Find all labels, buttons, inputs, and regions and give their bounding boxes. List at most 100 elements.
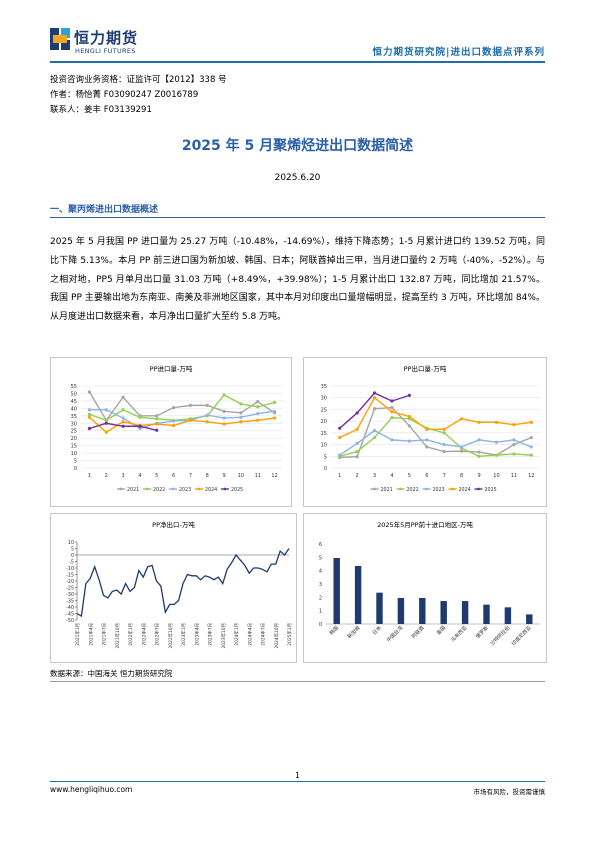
- data-point-2024: [222, 422, 226, 426]
- legend-label: 2022: [153, 487, 165, 493]
- data-source: 数据来源：中国海关 恒力期货研究院: [50, 669, 173, 678]
- legend-marker: [223, 487, 227, 491]
- license-line: 投资咨询业务资格：证监许可【2012】338 号: [50, 75, 227, 85]
- website-link[interactable]: www.hengliqihuo.com: [50, 785, 133, 794]
- section-paragraph: 2025 年 5 月我国 PP 进口量为 25.27 万吨（-10.48%，-1…: [50, 237, 545, 323]
- bar-新加坡: [354, 566, 362, 624]
- chart-pp-net-export-svg: 1050-5-10-15-20-25-30-35-40-45-502021年1月…: [66, 540, 306, 649]
- y-tick-label: 30: [321, 396, 327, 402]
- series-line-2023: [339, 429, 532, 456]
- legend-marker: [373, 487, 376, 491]
- logo-icon: [50, 28, 70, 50]
- x-tick-label: 5: [155, 473, 158, 479]
- legend-label: 2025: [231, 487, 243, 493]
- data-point-2022: [512, 452, 516, 456]
- y-tick-label: 0: [74, 466, 77, 472]
- section-heading: 一、聚丙烯进出口数据概述: [50, 205, 159, 215]
- y-tick-label: 10: [71, 451, 77, 457]
- data-point-2021: [171, 406, 176, 410]
- y-tick-label: 20: [71, 436, 77, 442]
- data-point-2021: [372, 407, 377, 411]
- x-tick-label: 沙特阿拉伯: [489, 624, 512, 647]
- data-point-2022: [222, 393, 226, 397]
- x-tick-label: 俄罗斯: [474, 624, 490, 640]
- data-point-2023: [272, 409, 277, 413]
- x-tick-label: 泰国: [435, 624, 447, 636]
- x-tick-label: 印度尼西亚: [510, 624, 533, 647]
- x-tick-label: 12: [528, 473, 534, 479]
- bar-马来西亚: [461, 601, 469, 624]
- y-tick-label: 4: [319, 569, 322, 575]
- data-point-2023: [121, 416, 125, 420]
- y-tick-label: 0: [324, 466, 327, 472]
- chart-pp-net-export: PP净出口-万吨 10 5 0 -5 -10 -15 -20 -25 -30 -35 -40 -45-…: [50, 513, 306, 663]
- data-point-2021: [390, 405, 394, 410]
- data-point-2022: [155, 417, 159, 421]
- data-point-2023: [372, 428, 377, 433]
- document-title: 2025 年 5 月聚烯烃进出口数据简述: [181, 138, 414, 154]
- data-point-2023: [338, 453, 342, 457]
- y-tick-label: 45: [71, 399, 77, 405]
- x-tick-label: 2023年1月: [180, 623, 187, 646]
- y-tick-label: -15: [66, 573, 74, 579]
- chart-title: PP进口量-万吨: [149, 365, 193, 373]
- y-tick-label: 6: [319, 542, 322, 548]
- data-point-2021: [256, 400, 260, 404]
- bar-泰国: [440, 601, 447, 624]
- data-point-2023: [222, 416, 226, 420]
- x-tick-label: 4: [138, 473, 141, 479]
- series-line-2022: [89, 394, 275, 422]
- x-tick-label: 2022年7月: [154, 623, 161, 646]
- y-tick-label: 5: [71, 547, 74, 553]
- data-point-2024: [272, 416, 277, 420]
- x-tick-label: 2021年7月: [101, 623, 108, 646]
- data-point-2024: [87, 415, 92, 419]
- x-tick-label: 7: [443, 473, 446, 479]
- y-tick-label: 30: [71, 421, 77, 427]
- y-tick-label: 5: [324, 454, 327, 460]
- data-point-2025: [104, 421, 108, 425]
- data-point-2024: [425, 427, 429, 431]
- data-point-2021: [188, 403, 193, 407]
- y-tick-label: -10: [66, 566, 74, 572]
- y-tick-label: -20: [66, 579, 74, 585]
- logo-text: 恒力期货: [74, 29, 139, 47]
- section-divider: [50, 217, 545, 218]
- data-point-2021: [512, 442, 516, 447]
- x-tick-label: 1: [88, 473, 91, 479]
- x-tick-label: 8: [460, 473, 463, 479]
- data-point-2023: [390, 438, 394, 442]
- legend-marker: [425, 487, 428, 491]
- x-tick-label: 中国台湾: [385, 624, 404, 643]
- y-tick-label: 50: [71, 391, 77, 397]
- data-point-2022: [239, 402, 243, 406]
- x-tick-label: 马来西亚: [449, 624, 468, 643]
- data-point-2025: [121, 424, 125, 428]
- y-tick-label: 10: [68, 540, 74, 546]
- data-point-2023: [425, 438, 429, 442]
- data-point-2023: [256, 411, 260, 416]
- x-tick-label: 10: [238, 473, 244, 479]
- x-tick-label: 10: [493, 473, 499, 479]
- data-point-2025: [338, 426, 342, 430]
- x-tick-label: 3: [373, 473, 376, 479]
- y-tick-label: 5: [74, 459, 77, 465]
- legend-marker: [477, 487, 480, 491]
- data-point-2022: [104, 418, 108, 422]
- data-point-2024: [372, 396, 377, 400]
- contact-line: 联系人：姜丰 F03139291: [50, 105, 152, 115]
- y-tick-label: 35: [71, 414, 77, 420]
- data-point-2022: [121, 408, 125, 412]
- data-point-2024: [390, 410, 394, 414]
- data-point-2022: [272, 400, 277, 404]
- author-line: 作者：杨怡菁 F03090247 Z0016789: [50, 90, 199, 100]
- x-tick-label: 2021年1月: [74, 623, 81, 646]
- data-point-2023: [104, 408, 108, 412]
- page-number: 1: [295, 771, 300, 780]
- bar-沙特阿拉伯: [504, 607, 512, 624]
- data-point-2024: [121, 420, 125, 424]
- data-point-2025: [355, 411, 359, 415]
- data-point-2024: [407, 414, 411, 419]
